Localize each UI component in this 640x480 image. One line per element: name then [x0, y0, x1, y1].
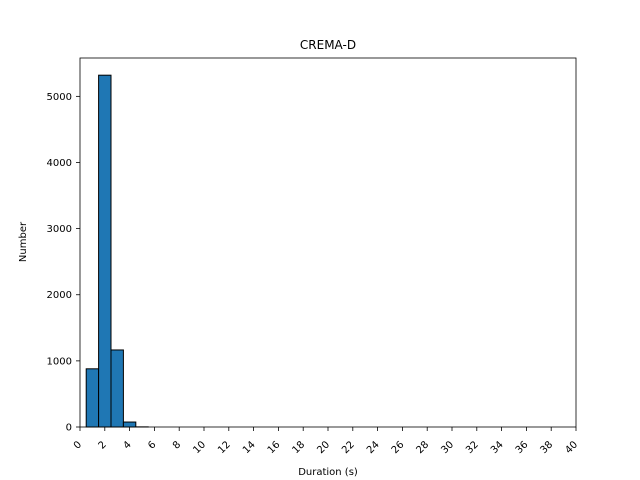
x-tick-label: 24	[365, 439, 382, 456]
histogram-bar	[85, 368, 100, 428]
plot-frame	[79, 57, 577, 428]
x-tick-label: 26	[390, 439, 407, 456]
y-tick-label: 3000	[47, 224, 72, 235]
x-tick-label: 6	[146, 439, 158, 451]
x-tick-label: 36	[514, 439, 531, 456]
x-tick-label: 40	[563, 439, 580, 456]
histogram-bar	[98, 74, 112, 428]
y-axis-label: Number	[18, 221, 29, 262]
y-tick-label: 0	[66, 423, 72, 434]
x-tick-label: 30	[439, 439, 456, 456]
x-tick-label: 0	[72, 439, 84, 451]
x-tick-label: 34	[489, 439, 506, 456]
x-tick-label: 38	[539, 439, 556, 456]
y-tick-label: 5000	[47, 92, 72, 103]
x-tick-label: 16	[266, 439, 283, 456]
x-tick-label: 14	[241, 439, 258, 456]
x-tick-label: 18	[291, 439, 308, 456]
x-tick-label: 20	[315, 439, 332, 456]
x-tick-label: 2	[97, 439, 109, 451]
bars-group	[85, 74, 149, 428]
x-tick-label: 4	[121, 439, 133, 451]
y-tick-label: 1000	[47, 356, 72, 367]
histogram-bar	[110, 349, 124, 428]
x-tick-label: 10	[191, 439, 208, 456]
x-axis: 0 2 4 6 8 10 12 14 16 18 20 22 24 26 28 30 32 34 36 38 40	[72, 427, 580, 456]
y-tick-label: 4000	[47, 158, 72, 169]
chart-title: CREMA-D	[300, 38, 356, 52]
x-tick-label: 8	[171, 439, 183, 451]
x-tick-label: 32	[464, 439, 481, 456]
x-tick-label: 12	[216, 439, 233, 456]
histogram-bar	[122, 421, 137, 428]
x-tick-label: 28	[415, 439, 432, 456]
y-axis: 0 1000 2000 3000 4000 5000	[47, 92, 80, 434]
y-tick-label: 2000	[47, 290, 72, 301]
x-axis-label: Duration (s)	[298, 467, 358, 478]
x-tick-label: 22	[340, 439, 357, 456]
